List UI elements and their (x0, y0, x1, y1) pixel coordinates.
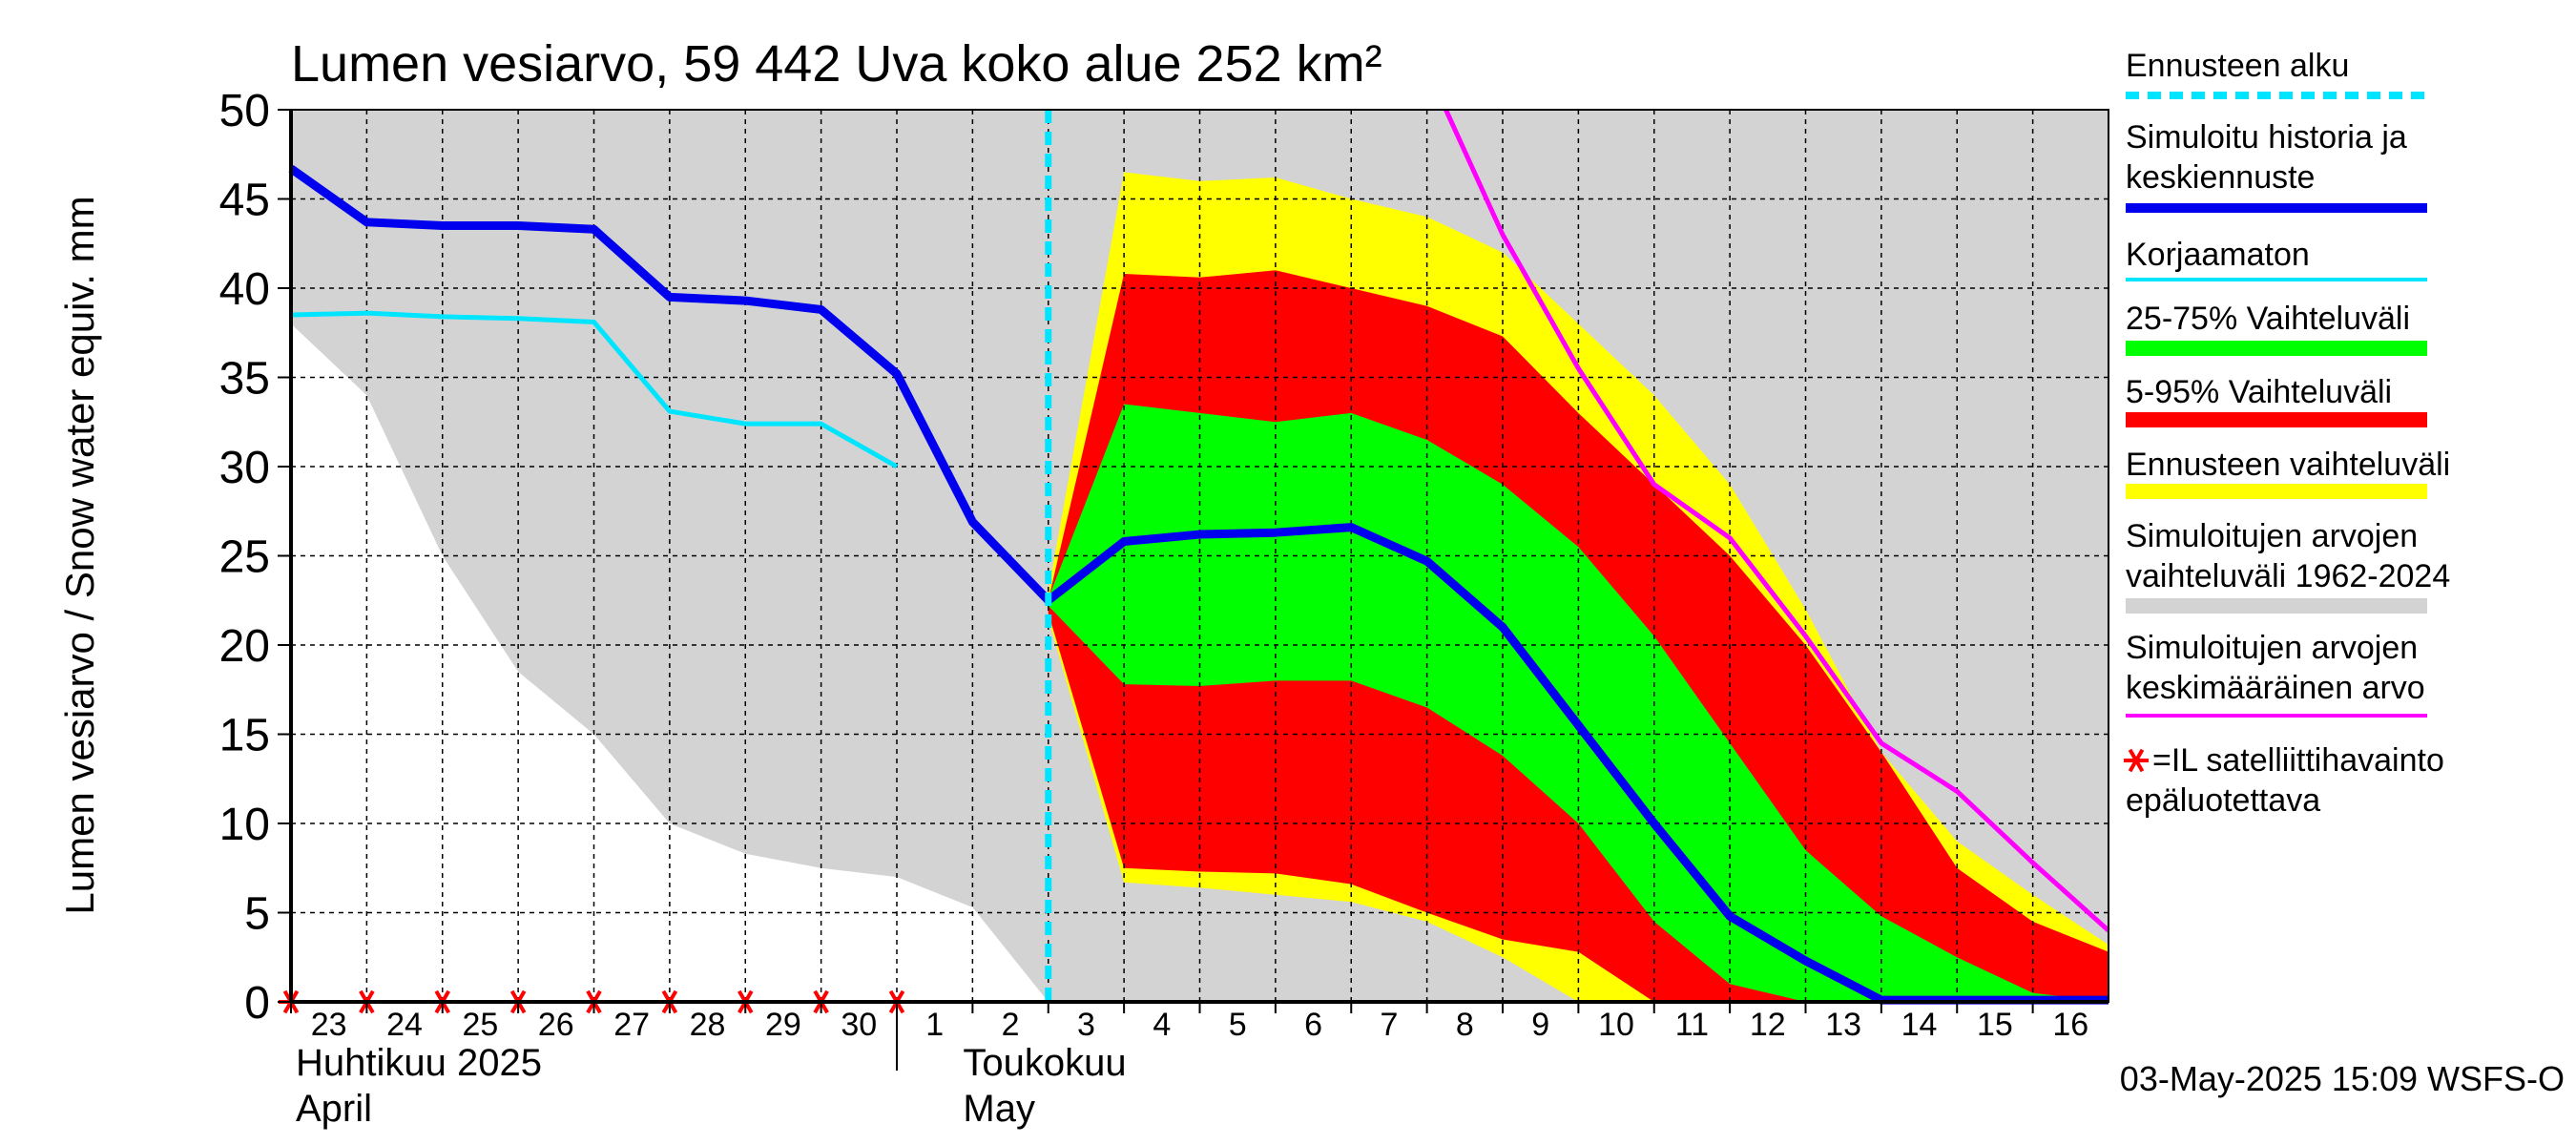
x-tick-label: 15 (1977, 1007, 2013, 1043)
satellite-star (2124, 748, 2149, 773)
legend-swatch (2126, 484, 2427, 499)
series-mean (1444, 108, 2110, 933)
y-tick-label: 0 (244, 978, 270, 1029)
y-tick-label: 15 (219, 711, 270, 761)
x-tick-label: 8 (1456, 1007, 1474, 1043)
legend-label: =IL satelliittihavainto (2152, 742, 2444, 779)
x-tick-label: 4 (1153, 1007, 1171, 1043)
legend-label: keskiennuste (2126, 159, 2315, 196)
timestamp: 03-May-2025 15:09 WSFS-O (2120, 1059, 2565, 1098)
legend-swatch (2126, 412, 2427, 427)
x-tick-label: 26 (538, 1007, 574, 1043)
x-tick-label: 29 (765, 1007, 801, 1043)
x-tick-label: 14 (1901, 1007, 1938, 1043)
legend-item: Ennusteen alku (2126, 48, 2427, 99)
x-tick-label: 2 (1002, 1007, 1020, 1043)
y-tick-label: 10 (219, 800, 270, 850)
chart-title: Lumen vesiarvo, 59 442 Uva koko alue 252… (291, 35, 1382, 93)
x-tick-label: 7 (1380, 1007, 1398, 1043)
x-tick-label: 13 (1825, 1007, 1861, 1043)
x-tick-label: 28 (690, 1007, 726, 1043)
y-tick-label: 45 (219, 176, 270, 226)
x-tick-label: 6 (1304, 1007, 1322, 1043)
series-median (288, 165, 2109, 1005)
month-label-en: April (296, 1088, 372, 1130)
series-uncorrected (290, 310, 899, 469)
y-tick-label: 20 (219, 621, 270, 672)
x-tick-label: 1 (925, 1007, 944, 1043)
y-tick-label: 50 (219, 86, 270, 136)
legend-label: vaihteluväli 1962-2024 (2126, 558, 2450, 594)
x-tick-label: 27 (613, 1007, 650, 1043)
x-tick-label: 16 (2052, 1007, 2088, 1043)
legend-label: epäluotettava (2126, 782, 2320, 819)
x-tick-label: 11 (1675, 1007, 1709, 1043)
y-tick-label: 40 (219, 264, 270, 315)
legend-label: 25-75% Vaihteluväli (2126, 301, 2410, 337)
legend-label: Ennusteen vaihteluväli (2126, 447, 2450, 483)
month-label-fi: Toukokuu (963, 1042, 1126, 1084)
legend-swatch (2126, 598, 2427, 614)
x-tick-label: 9 (1531, 1007, 1549, 1043)
y-axis-label: Lumen vesiarvo / Snow water equiv. mm (57, 196, 102, 914)
legend-item: Simuloitujen arvojen vaihteluväli 1962-20… (2126, 518, 2450, 614)
x-tick-label: 30 (841, 1007, 877, 1043)
y-tick-label: 30 (219, 443, 270, 493)
legend-label: Simuloitu historia ja (2126, 119, 2407, 156)
series-lines (288, 108, 2110, 1005)
x-tick-label: 5 (1229, 1007, 1247, 1043)
y-tick-label: 5 (244, 889, 270, 940)
legend-label: Ennusteen alku (2126, 48, 2349, 84)
legend-swatch (2126, 341, 2427, 356)
legend-item: 25-75% Vaihteluväli (2126, 301, 2427, 356)
legend-label: 5-95% Vaihteluväli (2126, 374, 2392, 410)
month-label-fi: Huhtikuu 2025 (296, 1042, 542, 1084)
y-tick-label: 35 (219, 354, 270, 405)
x-tick-label: 10 (1598, 1007, 1634, 1043)
x-tick-label: 12 (1750, 1007, 1786, 1043)
month-label-en: May (963, 1088, 1035, 1130)
x-tick-label: 25 (463, 1007, 499, 1043)
legend-item: Ennusteen vaihteluväli (2126, 447, 2450, 499)
legend-label: Simuloitujen arvojen (2126, 518, 2418, 554)
legend-item: 5-95% Vaihteluväli (2126, 374, 2427, 427)
legend-label: keskimääräinen arvo (2126, 670, 2425, 706)
legend-label: Simuloitujen arvojen (2126, 630, 2418, 666)
x-tick-label: 3 (1077, 1007, 1095, 1043)
x-tick-label: 24 (386, 1007, 423, 1043)
legend-item: Simuloitujen arvojen keskimääräinen arvo (2126, 630, 2427, 718)
y-tick-label: 25 (219, 532, 270, 583)
legend-item: Korjaamaton (2126, 237, 2427, 281)
legend-label: Korjaamaton (2126, 237, 2310, 273)
grid (291, 110, 2109, 1002)
x-tick-label: 23 (311, 1007, 347, 1043)
